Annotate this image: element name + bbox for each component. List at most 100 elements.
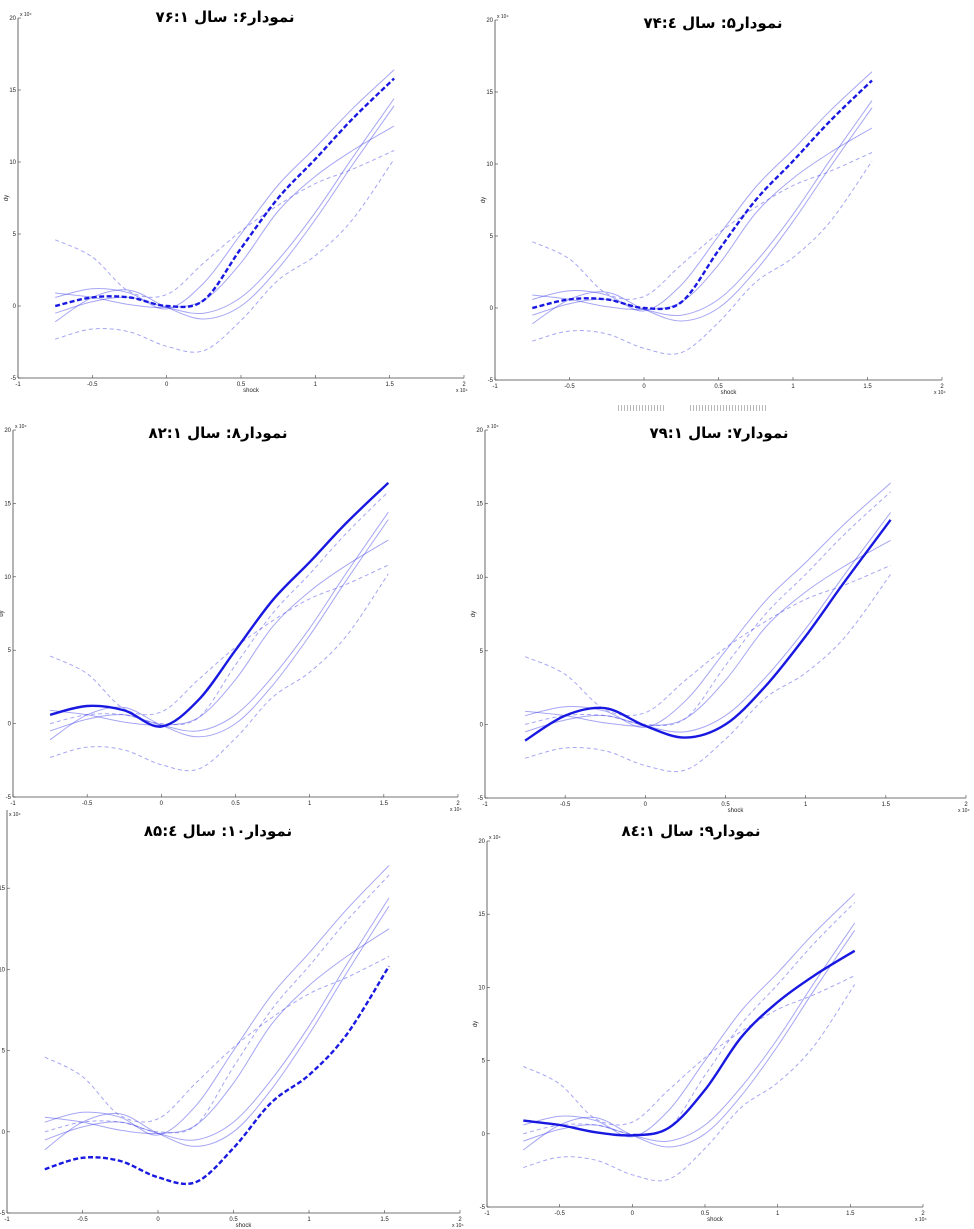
chart-title: نمودار۱۰: سال ۸۵:٤ — [144, 822, 292, 840]
series-line-q1 — [523, 984, 856, 1182]
y-tick-label: 5 — [480, 649, 484, 655]
y-tick-label: 5 — [8, 648, 12, 654]
x-axis-label: shock — [721, 390, 738, 396]
x-tick-label: -1 — [482, 802, 488, 808]
highlight-series-line — [49, 481, 390, 728]
y-tick-label: 5 — [2, 1049, 6, 1055]
y-tick-label: 15 — [4, 501, 11, 507]
y-tick-label: -5 — [478, 796, 484, 802]
chart-panel-5: -1 -0.5 0 0.5 1 1.5 2 -5 0 5 10 15 x 10⁴ x 10⁴ shock نم… — [0, 810, 487, 1229]
y-tick-label: 20 — [4, 428, 11, 434]
y-tick-label: 0 — [482, 1132, 486, 1138]
x-tick-label: 2 — [940, 384, 944, 390]
y-tick-label: -5 — [11, 376, 17, 382]
x-tick-label: 0 — [165, 382, 169, 388]
x-tick-label: 1 — [776, 1211, 780, 1217]
y-tick-label: 10 — [9, 160, 16, 166]
x-axis-label: shock — [236, 1223, 253, 1229]
x-tick-label: 0 — [160, 801, 164, 807]
x-tick-label: 0.5 — [714, 384, 723, 390]
series-line-s3 — [55, 98, 395, 315]
y-axis-label: dy — [481, 197, 487, 203]
series-line-q2 — [44, 874, 390, 1134]
x-tick-label: -0.5 — [82, 801, 93, 807]
chart-panel-3: -1 -0.5 0 0.5 1 1.5 2 -5 0 5 10 15 20 x 10⁴ x 10⁴ dy نمو… — [0, 408, 487, 813]
chart-svg: -1 -0.5 0 0.5 1 1.5 2 -5 0 5 10 15 x 10⁴ x 10⁴ shock نم… — [0, 810, 464, 1229]
y-tick-label: 10 — [0, 967, 6, 973]
x-tick-label: -0.5 — [560, 802, 571, 808]
y-tick-label: 0 — [8, 722, 12, 728]
x-exponent-label: x 10⁴ — [456, 388, 468, 394]
x-tick-label: 1.5 — [863, 384, 872, 390]
x-tick-label: -1 — [15, 382, 21, 388]
y-exponent-label: x 10⁴ — [489, 835, 501, 841]
series-line-s3 — [523, 922, 856, 1142]
y-tick-label: -5 — [6, 795, 12, 801]
y-tick-label: 5 — [482, 1059, 486, 1065]
x-tick-label: -1 — [10, 801, 16, 807]
series-line-q1 — [55, 158, 395, 353]
chart-svg: -1 -0.5 0 0.5 1 1.5 2 -5 0 5 10 15 20 x 10⁴ x 10⁴ dy نمو… — [0, 424, 462, 813]
y-tick-label: 20 — [478, 839, 485, 845]
y-axis-label: dy — [0, 610, 5, 616]
series-line-s3 — [532, 100, 873, 317]
x-tick-label: 1.5 — [380, 1217, 389, 1223]
series-line-q3 — [44, 955, 390, 1123]
x-tick-label: 1 — [314, 382, 318, 388]
x-tick-label: 2 — [462, 382, 466, 388]
x-exponent-label: x 10⁴ — [452, 1223, 464, 1229]
chart-title: نمودار۸: سال ۸۲:۱ — [148, 424, 287, 442]
x-tick-label: 0.5 — [231, 801, 240, 807]
x-tick-label: 2 — [456, 801, 460, 807]
y-tick-label: 20 — [9, 16, 16, 22]
x-tick-label: 0.5 — [229, 1217, 238, 1223]
series-line-q1 — [49, 573, 389, 772]
x-tick-label: -0.5 — [77, 1217, 88, 1223]
y-exponent-label: x 10⁴ — [497, 14, 509, 20]
x-tick-label: -0.5 — [87, 382, 98, 388]
highlight-series-line — [523, 949, 856, 1137]
x-tick-label: -0.5 — [554, 1211, 565, 1217]
y-tick-label: 15 — [9, 88, 16, 94]
chart-title: نمودار۶: سال ۷۶:۱ — [155, 8, 294, 26]
series-line-s1 — [524, 482, 891, 728]
x-axis-label: shock — [728, 808, 745, 814]
series-line-s2 — [50, 539, 389, 726]
x-tick-label: 0 — [644, 802, 648, 808]
series-line-s4 — [49, 519, 389, 741]
x-axis-label: shock — [707, 1217, 724, 1223]
x-tick-label: 1 — [804, 802, 808, 808]
y-tick-label: 0 — [2, 1130, 6, 1136]
x-tick-label: 0.5 — [721, 802, 730, 808]
y-tick-label: 10 — [476, 575, 483, 581]
series-line-q2 — [524, 491, 891, 726]
series-line-s1 — [523, 893, 856, 1138]
x-tick-label: 2 — [458, 1217, 462, 1223]
series-line-s1 — [55, 69, 395, 310]
highlight-series-line — [44, 965, 391, 1186]
chart-svg: -1 -0.5 0 0.5 1 1.5 2 -5 0 5 10 15 20 x 10⁴ x 10⁴ shock… — [481, 14, 946, 396]
chart-panel-1: -1 -0.5 0 0.5 1 1.5 2 -5 0 5 10 15 20 x 10⁴ x 10⁴ shock… — [0, 0, 487, 405]
series-line-q3 — [532, 152, 873, 300]
y-tick-label: 15 — [476, 502, 483, 508]
chart-svg: -1 -0.5 0 0.5 1 1.5 2 -5 0 5 10 15 20 x 10⁴ x 10⁴ shock… — [471, 424, 970, 814]
x-tick-label: -0.5 — [564, 384, 575, 390]
series-line-s4 — [523, 930, 856, 1151]
y-tick-label: 20 — [486, 18, 493, 24]
y-exponent-label: x 10⁴ — [9, 812, 21, 818]
y-tick-label: 10 — [4, 575, 11, 581]
y-tick-label: 15 — [478, 912, 485, 918]
x-tick-label: 1.5 — [380, 801, 389, 807]
x-axis-label: shock — [243, 388, 260, 394]
highlight-series-line — [532, 79, 873, 311]
x-exponent-label: x 10⁴ — [934, 390, 946, 396]
y-tick-label: -5 — [480, 1205, 486, 1211]
x-tick-label: -1 — [484, 1211, 490, 1217]
y-tick-label: 15 — [0, 886, 6, 892]
x-tick-label: -1 — [4, 1217, 10, 1223]
chart-title: نمودار۹: سال ۸٤:۱ — [621, 822, 760, 840]
y-tick-label: -5 — [0, 1211, 6, 1217]
x-tick-label: 2 — [964, 802, 968, 808]
series-line-q1 — [524, 574, 892, 773]
chart-svg: -1 -0.5 0 0.5 1 1.5 2 -5 0 5 10 15 20 x 10⁴ x 10⁴ shock… — [473, 822, 927, 1223]
